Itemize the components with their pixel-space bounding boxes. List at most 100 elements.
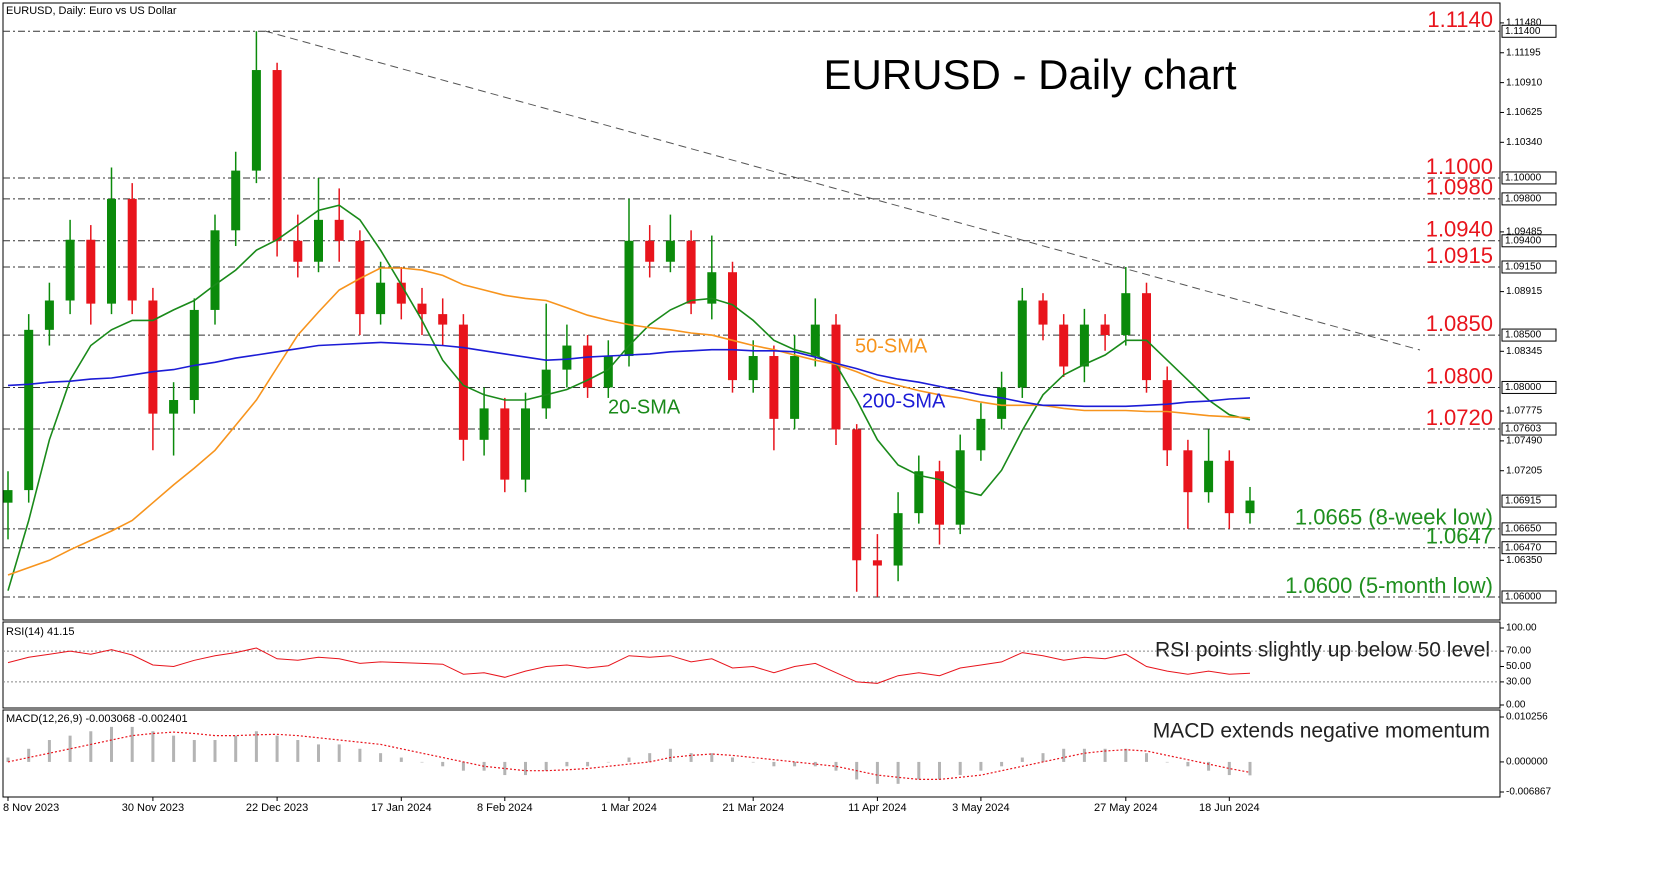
histogram-bar bbox=[524, 761, 527, 776]
level-annotation: 1.0647 bbox=[1426, 524, 1493, 549]
histogram-bar bbox=[1186, 761, 1190, 767]
histogram-bar bbox=[627, 757, 631, 762]
y-tick-label: 1.11195 bbox=[1506, 47, 1541, 58]
histogram-bar bbox=[192, 740, 196, 762]
x-tick-label: 8 Nov 2023 bbox=[3, 802, 59, 814]
price-label-box bbox=[1501, 590, 1557, 604]
histogram-bar bbox=[958, 761, 962, 776]
rsi-header: RSI(14) 41.15 bbox=[6, 626, 74, 638]
price-label: 1.10000 bbox=[1505, 173, 1542, 184]
histogram-bar bbox=[979, 761, 983, 771]
sma-label: 200-SMA bbox=[862, 390, 946, 412]
candle-body bbox=[1100, 324, 1110, 336]
candle-body bbox=[86, 239, 96, 304]
histogram-bar bbox=[1227, 761, 1231, 776]
candle-body bbox=[479, 408, 489, 440]
chart-title: EURUSD - Daily chart bbox=[823, 51, 1236, 98]
candle-body bbox=[748, 356, 758, 381]
candle-body bbox=[189, 309, 199, 401]
histogram-bar bbox=[731, 757, 734, 762]
histogram-bar bbox=[1207, 761, 1211, 771]
chart-header: EURUSD, Daily: Euro vs US Dollar bbox=[6, 5, 177, 17]
histogram-bar bbox=[834, 761, 838, 771]
histogram-bar bbox=[751, 761, 755, 763]
histogram-bar bbox=[296, 740, 300, 762]
histogram-bar bbox=[586, 761, 590, 767]
price-label-box bbox=[1501, 380, 1557, 394]
price-label: 1.09800 bbox=[1505, 194, 1542, 205]
candle-body bbox=[583, 345, 593, 388]
rsi-note: RSI points slightly up below 50 level bbox=[1155, 639, 1490, 662]
y-tick-label: 1.06350 bbox=[1506, 555, 1543, 566]
x-tick-label: 3 May 2024 bbox=[952, 802, 1009, 814]
histogram-bar bbox=[1124, 748, 1128, 762]
histogram-bar bbox=[1248, 761, 1252, 776]
level-annotation: 1.0850 bbox=[1426, 311, 1493, 336]
candle-body bbox=[314, 219, 323, 262]
candle-body bbox=[955, 450, 965, 525]
price-label: 1.09400 bbox=[1505, 235, 1542, 246]
histogram-bar bbox=[1020, 757, 1024, 762]
y-tick-label: 1.10340 bbox=[1506, 137, 1543, 148]
histogram-bar bbox=[813, 761, 817, 767]
y-tick-label: -0.006867 bbox=[1506, 787, 1551, 798]
histogram-bar bbox=[917, 761, 921, 780]
y-tick-label: 0.00 bbox=[1506, 700, 1526, 711]
rsi-pane bbox=[2, 621, 1501, 709]
y-tick-label: 1.07205 bbox=[1506, 465, 1543, 476]
candle-body bbox=[541, 369, 551, 409]
y-tick-label: 1.08915 bbox=[1506, 286, 1543, 297]
price-label: 1.06650 bbox=[1505, 524, 1542, 535]
price-label: 1.08000 bbox=[1505, 382, 1542, 393]
histogram-bar bbox=[565, 761, 569, 767]
candle-body bbox=[872, 560, 882, 566]
candle-body bbox=[24, 329, 34, 491]
candle-body bbox=[44, 300, 54, 330]
candle-body bbox=[790, 356, 800, 419]
y-tick-label: 50.00 bbox=[1506, 661, 1531, 672]
candle-body bbox=[148, 300, 158, 414]
y-tick-label: 0.000000 bbox=[1506, 757, 1548, 768]
macd-pane bbox=[2, 709, 1501, 798]
histogram-bar bbox=[896, 761, 900, 784]
candle-body bbox=[210, 230, 220, 310]
price-label: 1.06915 bbox=[1505, 496, 1542, 507]
candle-body bbox=[458, 324, 468, 440]
histogram-bar bbox=[89, 731, 93, 762]
candle-body bbox=[500, 408, 510, 480]
y-tick-label: 1.09485 bbox=[1506, 227, 1543, 238]
histogram-bar bbox=[68, 735, 72, 762]
price-label: 1.11400 bbox=[1505, 26, 1541, 37]
price-label-box bbox=[1501, 234, 1557, 248]
price-label-box bbox=[1501, 522, 1557, 536]
candle-body bbox=[1017, 300, 1027, 388]
level-annotation: 1.0665 (8-week low) bbox=[1295, 505, 1493, 530]
candle-body bbox=[976, 418, 986, 451]
x-tick-label: 22 Dec 2023 bbox=[246, 802, 308, 814]
histogram-bar bbox=[875, 761, 879, 784]
price-label-box bbox=[1501, 260, 1557, 274]
histogram-bar bbox=[544, 761, 548, 771]
candle-body bbox=[251, 70, 261, 171]
histogram-bar bbox=[254, 731, 258, 762]
price-label-box bbox=[1501, 24, 1557, 38]
candle-body bbox=[293, 240, 303, 262]
histogram-bar bbox=[110, 726, 113, 762]
price-label-box bbox=[1501, 328, 1557, 342]
candle-body bbox=[231, 170, 241, 231]
histogram-bar bbox=[399, 757, 403, 762]
sma-line bbox=[7, 204, 1251, 591]
candle-body bbox=[65, 239, 75, 301]
histogram-bar bbox=[275, 735, 279, 762]
price-label: 1.07603 bbox=[1505, 424, 1542, 435]
level-annotation: 1.0720 bbox=[1426, 405, 1493, 430]
price-label: 1.06000 bbox=[1505, 592, 1542, 603]
histogram-bar bbox=[6, 757, 10, 762]
candle-body bbox=[334, 219, 344, 241]
level-annotation: 1.1000 bbox=[1426, 154, 1493, 179]
price-label: 1.08500 bbox=[1505, 330, 1542, 341]
histogram-bar bbox=[606, 761, 610, 763]
x-tick-label: 18 Jun 2024 bbox=[1199, 802, 1260, 814]
histogram-bar bbox=[710, 753, 714, 762]
